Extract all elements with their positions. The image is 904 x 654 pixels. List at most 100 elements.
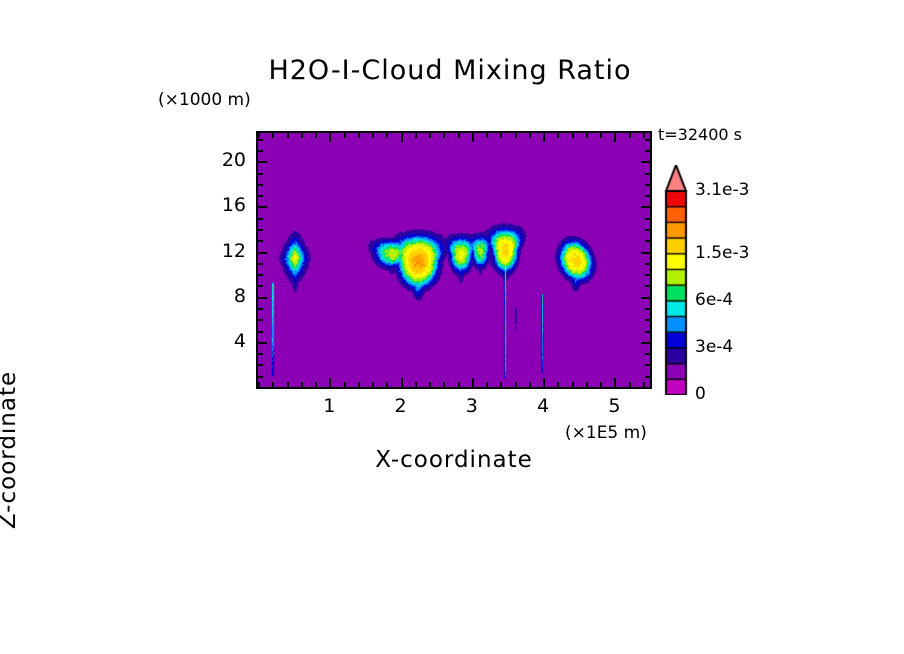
- y-minor-tick: [645, 331, 650, 333]
- x-minor-tick: [486, 133, 488, 138]
- y-minor-tick: [258, 387, 263, 389]
- x-minor-tick: [301, 382, 303, 387]
- colorbar-label: 3.1e-3: [695, 180, 750, 200]
- y-minor-tick: [258, 240, 263, 242]
- x-minor-tick: [272, 382, 274, 387]
- y-minor-tick: [258, 285, 263, 287]
- y-minor-tick: [258, 331, 263, 333]
- plot-area: [256, 131, 652, 389]
- y-major-tick: [641, 161, 650, 163]
- y-major-tick: [258, 161, 267, 163]
- contour-field: [258, 133, 650, 387]
- x-minor-tick: [443, 382, 445, 387]
- x-minor-tick: [287, 382, 289, 387]
- y-major-tick: [641, 297, 650, 299]
- y-major-tick: [258, 252, 267, 254]
- y-tick-label: 8: [233, 284, 246, 307]
- x-minor-tick: [629, 133, 631, 138]
- x-axis-title: X-coordinate: [375, 447, 533, 473]
- y-minor-tick: [645, 150, 650, 152]
- x-minor-tick: [315, 133, 317, 138]
- x-minor-tick: [358, 382, 360, 387]
- x-major-tick: [614, 378, 616, 387]
- x-major-tick: [543, 133, 545, 142]
- x-minor-tick: [586, 382, 588, 387]
- y-minor-tick: [645, 195, 650, 197]
- x-minor-tick: [344, 382, 346, 387]
- x-major-tick: [614, 133, 616, 142]
- x-minor-tick: [344, 133, 346, 138]
- y-minor-tick: [645, 353, 650, 355]
- x-minor-tick: [443, 133, 445, 138]
- x-major-tick: [472, 378, 474, 387]
- x-minor-tick: [458, 382, 460, 387]
- y-minor-tick: [258, 173, 263, 175]
- x-minor-tick: [486, 382, 488, 387]
- x-minor-tick: [372, 382, 374, 387]
- y-minor-tick: [258, 184, 263, 186]
- y-minor-tick: [645, 139, 650, 141]
- y-minor-tick: [645, 229, 650, 231]
- x-minor-tick: [529, 133, 531, 138]
- y-minor-tick: [258, 376, 263, 378]
- x-minor-tick: [529, 382, 531, 387]
- y-minor-tick: [258, 150, 263, 152]
- x-minor-tick: [258, 133, 260, 138]
- x-minor-tick: [272, 133, 274, 138]
- x-major-tick: [472, 133, 474, 142]
- colorbar-gradient: [663, 165, 689, 395]
- colorbar-label: 6e-4: [695, 289, 734, 310]
- x-minor-tick: [358, 133, 360, 138]
- x-minor-tick: [600, 382, 602, 387]
- x-minor-tick: [415, 382, 417, 387]
- y-minor-tick: [258, 263, 263, 265]
- time-annotation: t=32400 s: [658, 125, 742, 144]
- x-minor-tick: [500, 382, 502, 387]
- y-tick-label: 16: [221, 194, 246, 217]
- x-minor-tick: [372, 133, 374, 138]
- x-tick-label: 2: [394, 395, 407, 417]
- colorbar: [663, 165, 689, 395]
- y-minor-tick: [258, 218, 263, 220]
- y-tick-label: 12: [221, 239, 246, 262]
- x-tick-label: 5: [608, 395, 621, 417]
- y-minor-tick: [645, 184, 650, 186]
- y-minor-tick: [258, 274, 263, 276]
- y-minor-tick: [645, 308, 650, 310]
- y-minor-tick: [258, 229, 263, 231]
- x-minor-tick: [315, 382, 317, 387]
- x-minor-tick: [429, 133, 431, 138]
- y-axis-units-label: (×1000 m): [158, 90, 251, 110]
- x-minor-tick: [572, 133, 574, 138]
- x-minor-tick: [557, 133, 559, 138]
- colorbar-label: 0: [695, 384, 706, 404]
- x-minor-tick: [515, 133, 517, 138]
- page-title: H2O-I-Cloud Mixing Ratio: [268, 55, 632, 86]
- x-minor-tick: [557, 382, 559, 387]
- x-major-tick: [329, 378, 331, 387]
- x-minor-tick: [415, 133, 417, 138]
- y-major-tick: [258, 342, 267, 344]
- x-tick-label: 1: [323, 395, 336, 417]
- x-minor-tick: [643, 382, 645, 387]
- colorbar-label: 3e-4: [695, 336, 734, 357]
- y-minor-tick: [645, 364, 650, 366]
- y-minor-tick: [258, 319, 263, 321]
- y-minor-tick: [645, 240, 650, 242]
- x-minor-tick: [600, 133, 602, 138]
- x-major-tick: [329, 133, 331, 142]
- x-minor-tick: [586, 133, 588, 138]
- y-major-tick: [641, 252, 650, 254]
- x-minor-tick: [258, 382, 260, 387]
- x-major-tick: [401, 378, 403, 387]
- x-minor-tick: [629, 382, 631, 387]
- x-minor-tick: [287, 133, 289, 138]
- y-axis-title: Z-coordinate: [0, 370, 21, 530]
- x-minor-tick: [572, 382, 574, 387]
- y-minor-tick: [645, 319, 650, 321]
- y-minor-tick: [645, 263, 650, 265]
- y-major-tick: [641, 342, 650, 344]
- y-minor-tick: [258, 353, 263, 355]
- x-minor-tick: [643, 133, 645, 138]
